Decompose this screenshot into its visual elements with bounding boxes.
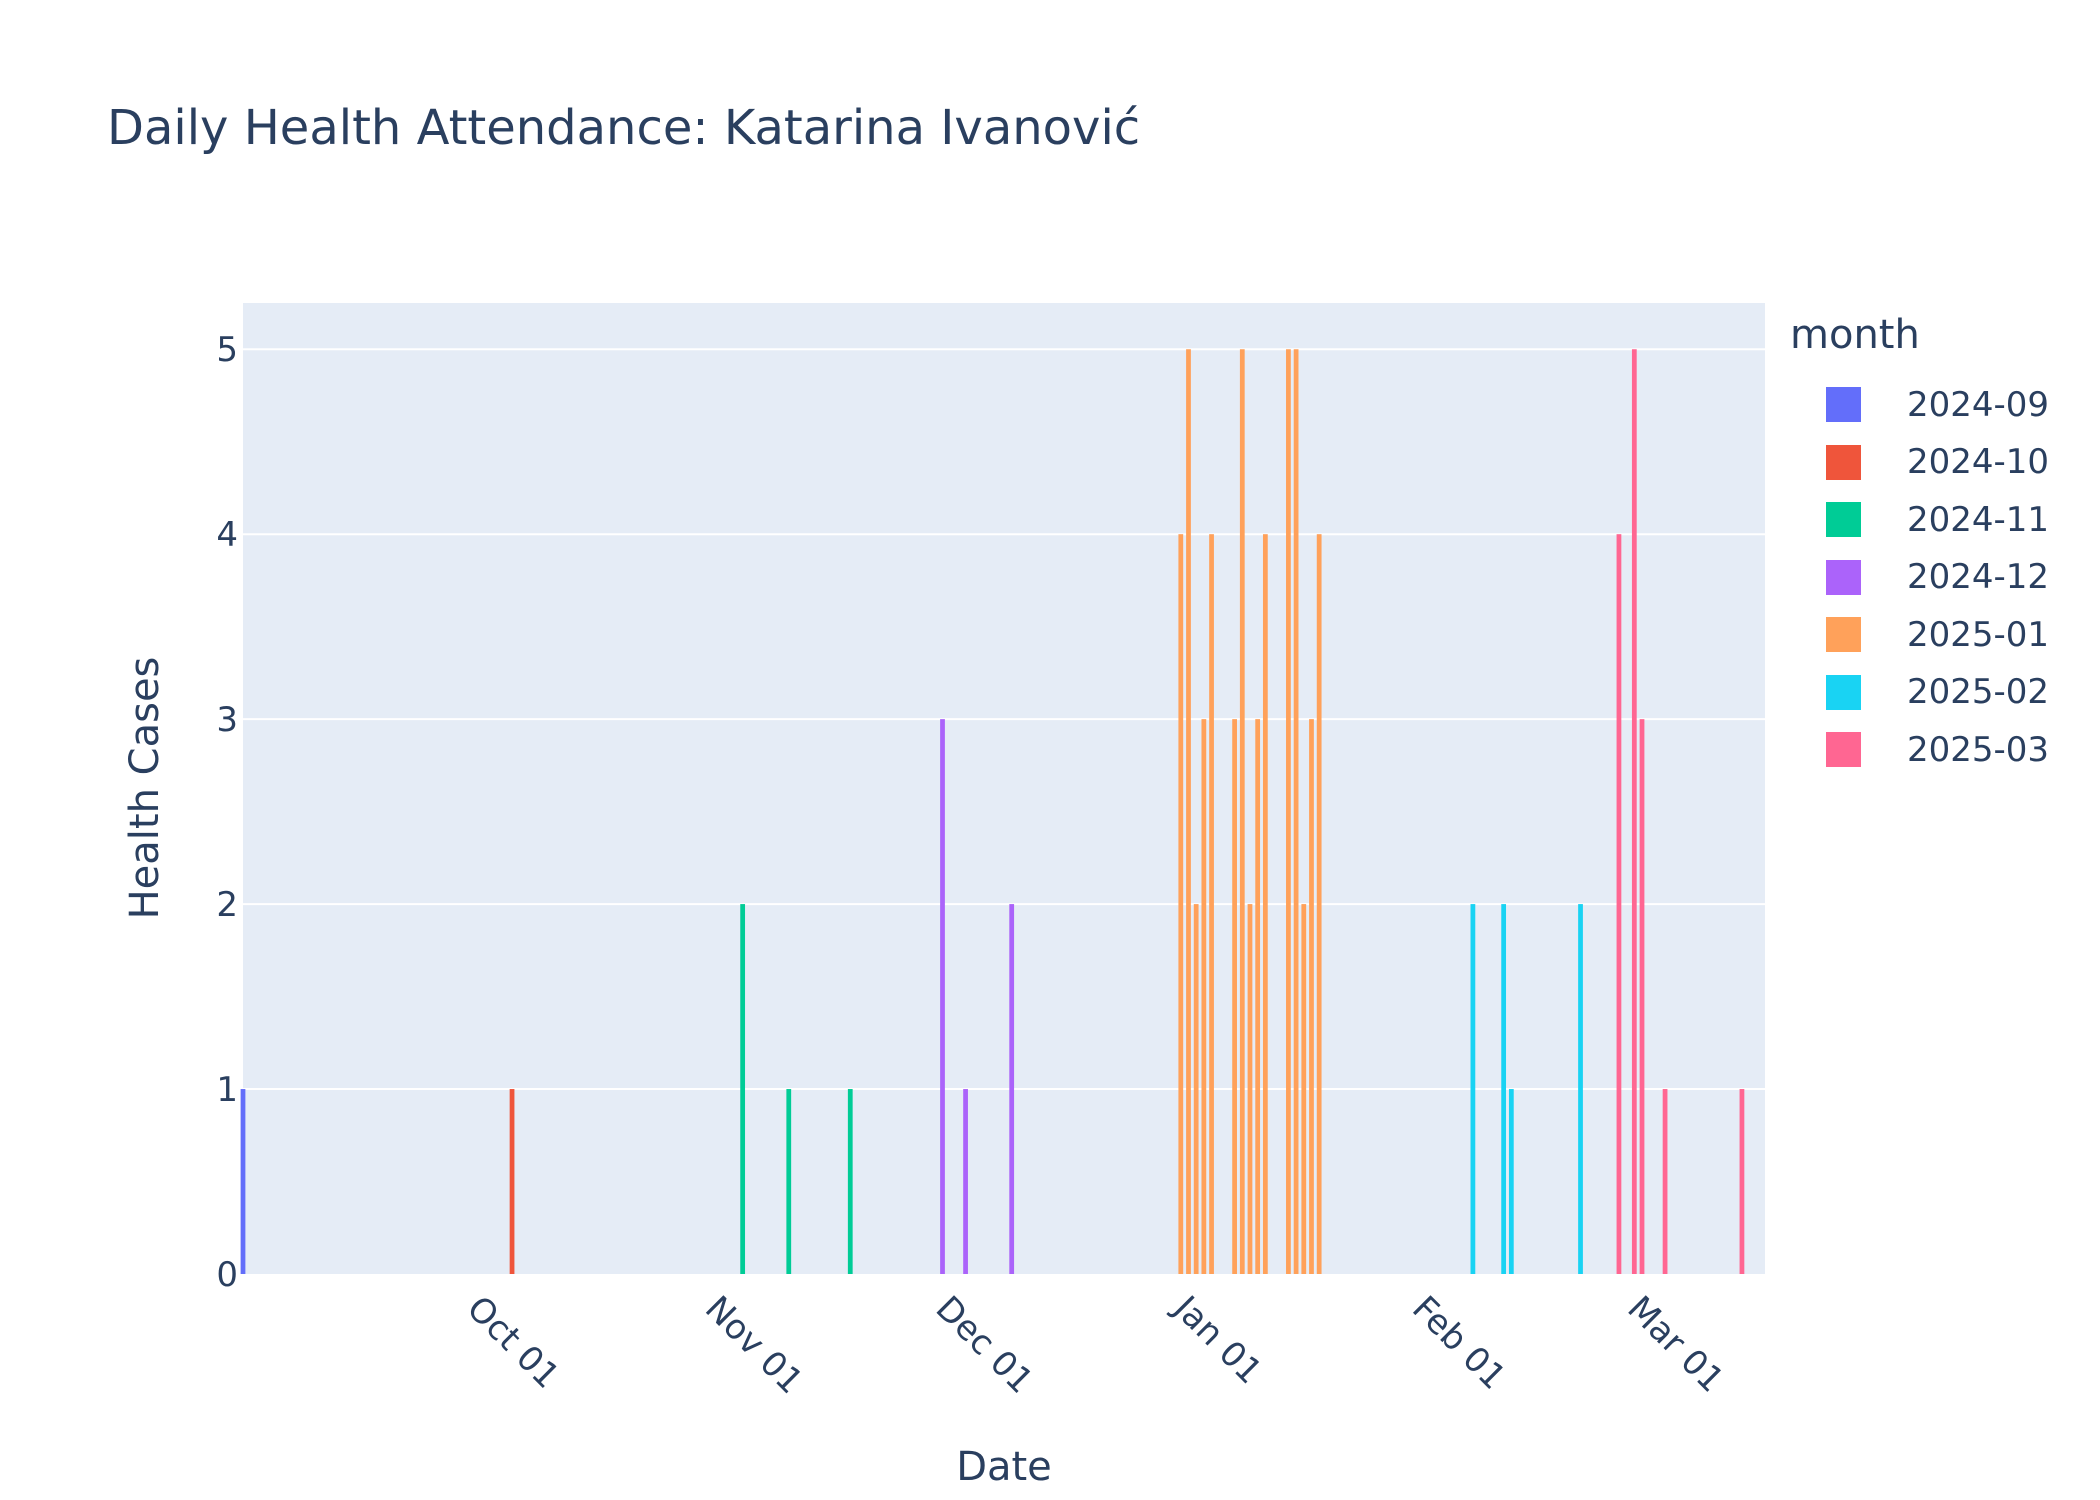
bar-2024-10-2024-10-06 bbox=[509, 1089, 515, 1274]
bar-2025-03-2025-03-01 bbox=[1631, 349, 1637, 1274]
legend-item-2024-12[interactable]: 2024-12 bbox=[1790, 549, 2049, 607]
bar-2025-01-2025-01-12 bbox=[1262, 534, 1268, 1274]
x-tick-label: Feb 01 bbox=[1404, 1288, 1513, 1397]
bar-2025-02-2025-02-22 bbox=[1578, 904, 1583, 1274]
y-axis-title: Health Cases bbox=[122, 657, 168, 920]
legend-item-2025-03[interactable]: 2025-03 bbox=[1790, 721, 2049, 779]
legend-swatch bbox=[1826, 732, 1861, 768]
bar-2025-01-2025-01-02 bbox=[1186, 349, 1191, 1274]
bar-2024-09-2024-09-01 bbox=[240, 1089, 246, 1274]
legend-swatch bbox=[1826, 617, 1861, 653]
bar-2025-01-2025-01-03 bbox=[1193, 904, 1199, 1274]
plot-background bbox=[243, 303, 1765, 1274]
legend-label: 2025-01 bbox=[1907, 614, 2050, 655]
y-tick-label: 2 bbox=[216, 885, 238, 925]
bar-2025-01-2025-01-18 bbox=[1309, 719, 1314, 1274]
bar-2025-03-2025-03-15 bbox=[1739, 1089, 1745, 1274]
y-tick-label: 4 bbox=[216, 515, 238, 555]
bar-2025-01-2025-01-16 bbox=[1293, 349, 1299, 1274]
bar-2025-01-2025-01-19 bbox=[1316, 534, 1322, 1274]
bar-2024-11-2024-11-19 bbox=[847, 1089, 853, 1274]
legend-swatch bbox=[1826, 502, 1861, 538]
bar-2025-01-2025-01-10 bbox=[1247, 904, 1253, 1274]
legend-item-2025-02[interactable]: 2025-02 bbox=[1790, 664, 2049, 722]
y-tick-label: 3 bbox=[216, 700, 238, 740]
x-axis-title: Date bbox=[956, 1444, 1052, 1490]
legend-label: 2024-12 bbox=[1907, 557, 2050, 598]
bar-2025-01-2025-01-17 bbox=[1301, 904, 1307, 1274]
bar-2025-01-2025-01-15 bbox=[1286, 349, 1291, 1274]
bar-2025-03-2025-02-27 bbox=[1616, 534, 1622, 1274]
bar-2024-11-2024-11-11 bbox=[786, 1089, 792, 1274]
bar-2025-01-2025-01-08 bbox=[1232, 719, 1237, 1274]
legend-item-2024-11[interactable]: 2024-11 bbox=[1790, 491, 2049, 549]
bar-2025-02-2025-02-12 bbox=[1501, 904, 1507, 1274]
bar-2024-12-2024-12-04 bbox=[963, 1089, 968, 1274]
bar-2024-11-2024-11-05 bbox=[740, 904, 746, 1274]
legend-swatch bbox=[1826, 387, 1861, 423]
legend-label: 2024-09 bbox=[1907, 384, 2050, 425]
x-tick-label: Mar 01 bbox=[1620, 1288, 1732, 1400]
bar-2025-02-2025-02-08 bbox=[1470, 904, 1476, 1274]
legend: month 2024-09 2024-10 2024-11 2024-12 2025-0… bbox=[1790, 312, 2049, 779]
legend-swatch bbox=[1826, 444, 1861, 480]
legend-label: 2025-02 bbox=[1907, 672, 2050, 713]
y-tick-labels: 0 1 2 3 4 5 bbox=[216, 330, 238, 1295]
x-tick-label: Jan 01 bbox=[1165, 1287, 1270, 1392]
bar-2025-02-2025-02-13 bbox=[1508, 1089, 1514, 1274]
legend-swatch bbox=[1826, 559, 1861, 595]
x-tick-labels: Oct 01 Nov 01 Dec 01 Jan 01 Feb 01 Mar 01 bbox=[459, 1287, 1732, 1402]
y-tick-label: 5 bbox=[216, 330, 238, 370]
bar-2025-01-2025-01-11 bbox=[1255, 719, 1261, 1274]
chart-title: Daily Health Attendance: Katarina Ivanov… bbox=[107, 100, 1141, 156]
bar-2025-03-2025-03-05 bbox=[1662, 1089, 1668, 1274]
x-tick-label: Oct 01 bbox=[459, 1288, 567, 1396]
bar-2025-01-2025-01-01 bbox=[1178, 534, 1184, 1274]
bar-2025-03-2025-03-02 bbox=[1639, 719, 1645, 1274]
bars bbox=[240, 349, 1745, 1274]
bar-2025-01-2025-01-05 bbox=[1209, 534, 1214, 1274]
bar-2025-01-2025-01-09 bbox=[1239, 349, 1245, 1274]
y-tick-label: 0 bbox=[216, 1255, 238, 1295]
y-tick-label: 1 bbox=[216, 1070, 238, 1110]
legend-title: month bbox=[1790, 312, 1920, 358]
bar-2024-12-2024-12-01 bbox=[940, 719, 945, 1274]
legend-item-2024-09[interactable]: 2024-09 bbox=[1790, 376, 2049, 434]
legend-items: 2024-09 2024-10 2024-11 2024-12 2025-01 2025-… bbox=[1790, 376, 2049, 779]
x-tick-label: Nov 01 bbox=[697, 1288, 810, 1401]
legend-item-2024-10[interactable]: 2024-10 bbox=[1790, 434, 2049, 492]
legend-label: 2024-11 bbox=[1907, 499, 2050, 540]
bar-2024-12-2024-12-10 bbox=[1009, 904, 1015, 1274]
legend-label: 2024-10 bbox=[1907, 442, 2050, 483]
legend-label: 2025-03 bbox=[1907, 729, 2050, 770]
bar-2025-01-2025-01-04 bbox=[1201, 719, 1207, 1274]
legend-item-2025-01[interactable]: 2025-01 bbox=[1790, 606, 2049, 664]
x-tick-label: Dec 01 bbox=[928, 1288, 1041, 1401]
legend-swatch bbox=[1826, 674, 1861, 710]
